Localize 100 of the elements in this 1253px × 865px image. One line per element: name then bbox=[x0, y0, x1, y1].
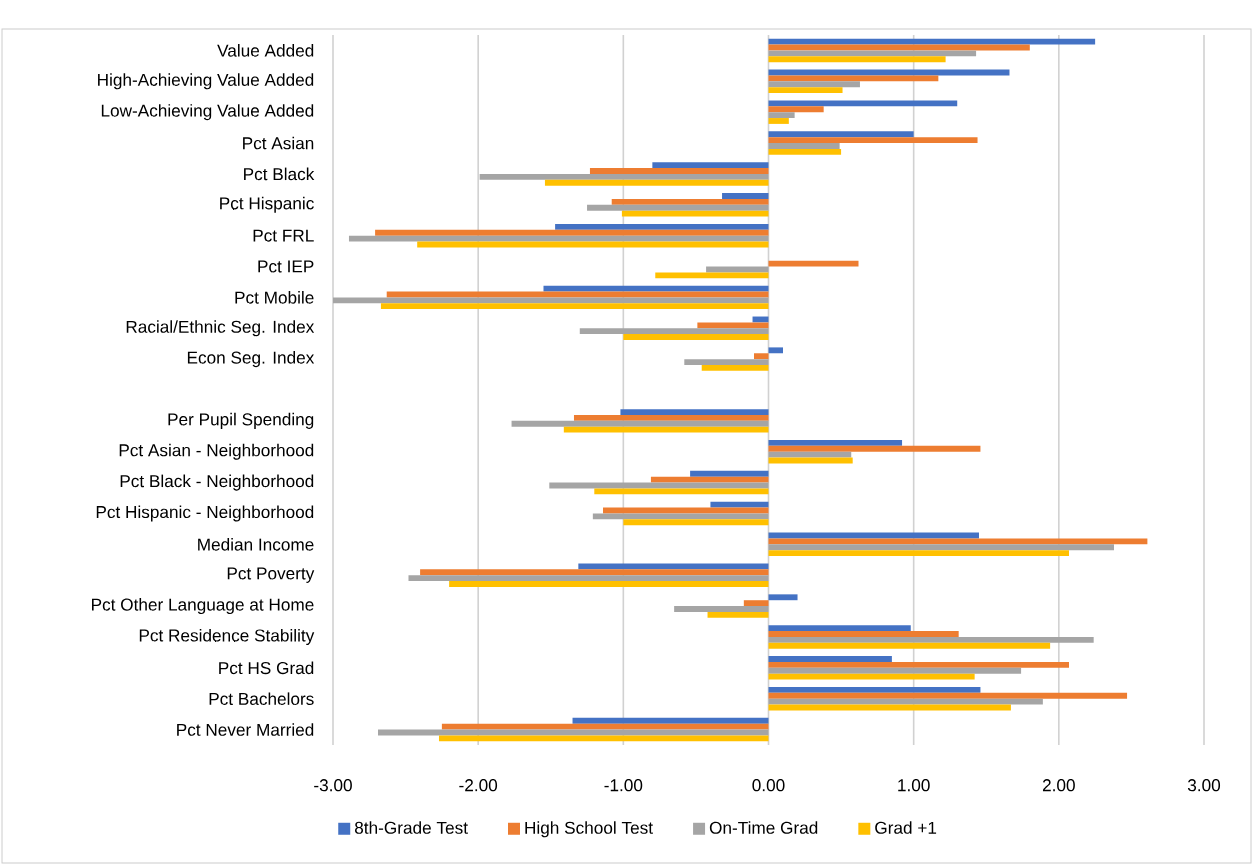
y-tick-label: Pct Hispanic - Neighborhood bbox=[96, 505, 314, 522]
bar bbox=[768, 87, 843, 94]
legend-label: 8th-Grade Test bbox=[354, 821, 468, 834]
bar bbox=[768, 38, 1096, 45]
bar bbox=[592, 513, 769, 520]
bar bbox=[768, 667, 1022, 674]
bar bbox=[690, 470, 769, 477]
bar bbox=[768, 594, 798, 601]
legend-label: High School Test bbox=[525, 821, 653, 838]
bar bbox=[768, 75, 939, 82]
bar bbox=[753, 353, 769, 360]
bar bbox=[333, 297, 769, 304]
bar bbox=[768, 56, 946, 63]
y-tick-label: Low-Achieving Value Added bbox=[101, 104, 314, 121]
y-tick-label: Pct Poverty bbox=[227, 567, 315, 583]
bar bbox=[768, 544, 1114, 551]
y-tick-label: High-Achieving Value Added bbox=[98, 73, 314, 90]
bar bbox=[563, 426, 769, 433]
bar bbox=[768, 692, 1128, 699]
bar bbox=[768, 550, 1069, 557]
bar bbox=[768, 673, 975, 680]
bar bbox=[578, 563, 769, 570]
bar bbox=[768, 661, 1069, 668]
bar bbox=[511, 420, 769, 427]
y-tick-label: Per Pupil Spending bbox=[168, 412, 314, 429]
y-tick-label: Pct IEP bbox=[258, 260, 314, 273]
bar bbox=[768, 440, 903, 446]
bar bbox=[572, 717, 769, 724]
bar bbox=[743, 600, 769, 607]
bar bbox=[375, 229, 769, 236]
bar bbox=[768, 698, 1043, 705]
bar bbox=[710, 501, 769, 508]
y-tick-label: Pct Asian bbox=[243, 136, 314, 150]
x-tick-label: -2.00 bbox=[459, 779, 498, 792]
bar bbox=[768, 636, 1094, 643]
bar bbox=[655, 272, 769, 279]
bar bbox=[768, 656, 892, 662]
bar bbox=[768, 451, 852, 458]
y-tick-label: Pct Asian - Neighborhood bbox=[119, 443, 314, 460]
bar bbox=[768, 631, 959, 637]
x-tick-label: 3.00 bbox=[1187, 779, 1221, 792]
bar bbox=[768, 100, 958, 107]
y-tick-label: Pct Black - Neighborhood bbox=[120, 474, 314, 491]
bar bbox=[722, 193, 769, 199]
bar bbox=[621, 210, 769, 217]
bar bbox=[768, 137, 978, 144]
y-tick-label: Racial/Ethnic Seg. Index bbox=[126, 320, 315, 337]
x-tick-label: -3.00 bbox=[314, 779, 352, 792]
bar bbox=[555, 223, 769, 230]
bar bbox=[594, 488, 769, 495]
legend-label: On-Time Grad bbox=[709, 821, 818, 834]
y-tick-label: Pct Residence Stability bbox=[139, 628, 315, 645]
bar bbox=[587, 204, 769, 211]
legend-label: Grad +1 bbox=[875, 821, 937, 834]
bar bbox=[408, 575, 769, 582]
bar bbox=[620, 409, 769, 415]
bar bbox=[768, 642, 1051, 649]
y-tick-label: Pct Mobile bbox=[235, 291, 314, 304]
bar bbox=[768, 112, 795, 119]
bar bbox=[707, 611, 769, 618]
x-tick-label: 1.00 bbox=[898, 779, 930, 792]
bar bbox=[420, 569, 769, 576]
bar bbox=[768, 625, 911, 632]
bar bbox=[768, 106, 824, 113]
y-tick-label: Econ Seg. Index bbox=[187, 351, 315, 368]
bar bbox=[623, 519, 769, 526]
x-tick-label: 2.00 bbox=[1042, 779, 1075, 792]
bar bbox=[380, 303, 769, 310]
bar bbox=[573, 415, 769, 421]
bar bbox=[768, 347, 784, 354]
y-tick-label: Value Added bbox=[217, 44, 314, 57]
bar bbox=[611, 198, 769, 205]
bar bbox=[623, 334, 769, 340]
y-tick-label: Median Income bbox=[198, 538, 314, 551]
bar bbox=[768, 143, 840, 149]
bar bbox=[449, 581, 769, 587]
bar bbox=[701, 364, 769, 371]
bar bbox=[441, 723, 769, 730]
bar bbox=[348, 235, 769, 242]
bar bbox=[768, 148, 842, 155]
bar bbox=[768, 260, 859, 267]
bar bbox=[768, 538, 1148, 545]
bar bbox=[768, 81, 860, 88]
bar bbox=[768, 445, 981, 452]
y-tick-label: Pct FRL bbox=[253, 229, 314, 242]
bar bbox=[479, 173, 769, 180]
bar bbox=[768, 131, 914, 138]
x-tick-label: -1.00 bbox=[604, 779, 643, 792]
bar bbox=[589, 168, 769, 174]
bar bbox=[768, 118, 789, 124]
y-tick-label: Pct Other Language at Home bbox=[92, 598, 314, 615]
y-tick-label: Pct HS Grad bbox=[219, 661, 314, 675]
bar bbox=[684, 359, 769, 365]
bar bbox=[768, 686, 981, 693]
bar bbox=[674, 606, 769, 612]
y-tick-label: Pct Black bbox=[244, 167, 315, 181]
bar bbox=[650, 476, 769, 483]
bar bbox=[543, 285, 769, 292]
x-tick-label: 0.00 bbox=[752, 779, 785, 792]
bar bbox=[544, 179, 769, 186]
